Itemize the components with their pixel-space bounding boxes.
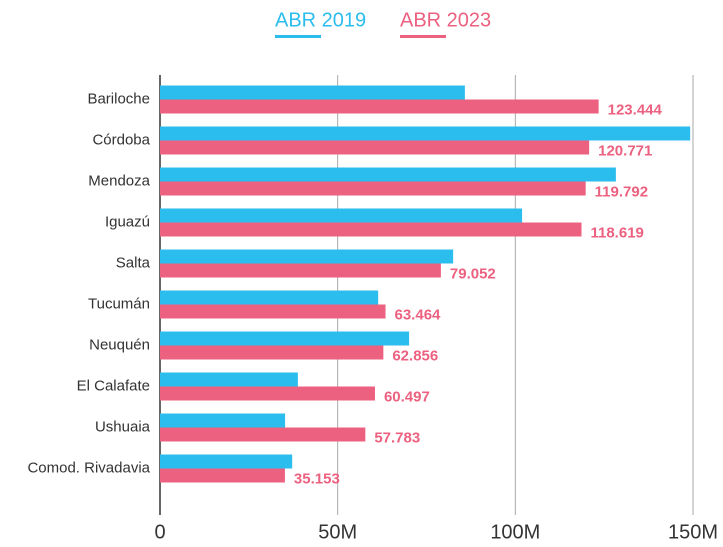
bar (160, 85, 465, 100)
bar (160, 181, 586, 196)
legend-underline (275, 35, 321, 38)
category-label: Comod. Rivadavia (27, 459, 150, 476)
category-label: Iguazú (105, 213, 150, 230)
bar (160, 413, 286, 428)
bar (160, 249, 454, 264)
value-label: 63.464 (395, 306, 442, 323)
bar (160, 468, 285, 483)
bar (160, 290, 379, 305)
value-label: 35.153 (294, 470, 340, 487)
bar (160, 331, 410, 346)
category-label: El Calafate (77, 377, 150, 394)
x-tick-label: 150M (668, 521, 718, 543)
category-label: Neuquén (89, 336, 150, 353)
value-label: 120.771 (598, 142, 652, 159)
x-tick-label: 50M (318, 521, 357, 543)
category-label: Bariloche (87, 90, 150, 107)
bar (160, 345, 384, 360)
x-tick-label: 100M (490, 521, 540, 543)
bar (160, 126, 691, 141)
category-label: Tucumán (88, 295, 150, 312)
value-label: 60.497 (384, 388, 430, 405)
category-label: Córdoba (92, 131, 150, 148)
bar (160, 386, 375, 401)
value-label: 118.619 (590, 224, 643, 241)
legend-label: ABR 2019 (275, 9, 366, 31)
bar (160, 208, 523, 223)
category-label: Mendoza (88, 172, 150, 189)
bar (160, 263, 441, 278)
value-label: 123.444 (608, 101, 663, 118)
bar (160, 304, 386, 319)
value-label: 62.856 (392, 347, 438, 364)
x-tick-label: 0 (154, 521, 165, 543)
value-label: 79.052 (450, 265, 496, 282)
bar (160, 222, 582, 237)
bar (160, 140, 590, 155)
bar (160, 372, 298, 387)
value-label: 57.783 (374, 429, 420, 446)
value-label: 119.792 (595, 183, 648, 200)
bar (160, 99, 599, 114)
category-label: Ushuaia (95, 418, 151, 435)
bar (160, 454, 293, 469)
legend-label: ABR 2023 (400, 9, 491, 31)
legend-underline (400, 35, 446, 38)
bar (160, 167, 616, 182)
category-label: Salta (116, 254, 151, 271)
bar (160, 427, 366, 442)
